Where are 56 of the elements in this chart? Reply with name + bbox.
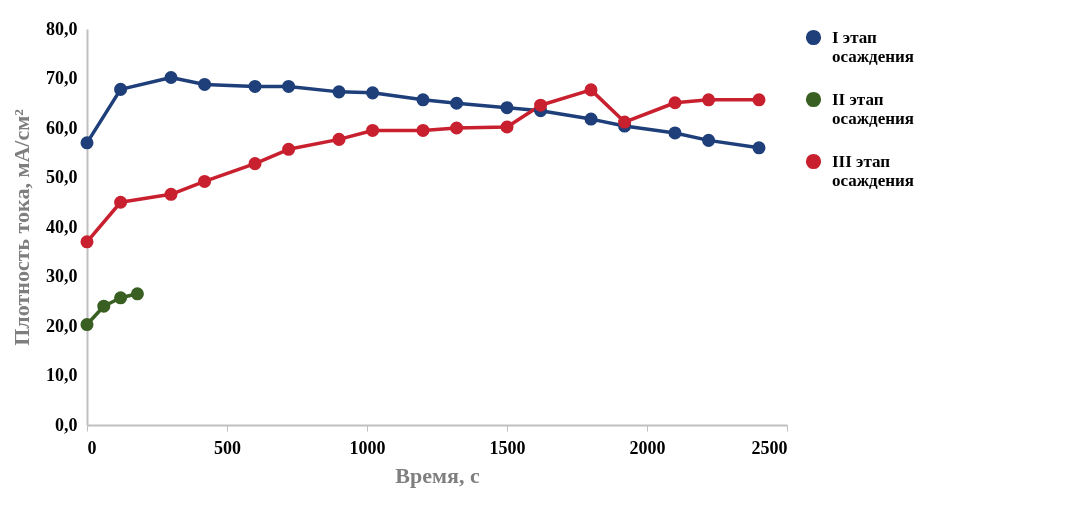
point [282,79,296,93]
point [702,133,716,147]
x-axis-title: Время, с [395,462,480,488]
y-tick-label: 20,0 [46,315,78,336]
point [332,132,346,146]
y-tick-label: 0,0 [55,414,78,435]
point [584,112,598,126]
point [534,98,548,112]
point [332,85,346,99]
point [450,96,464,110]
y-tick-label: 80,0 [46,18,78,39]
point [80,136,94,150]
point [752,141,766,155]
y-tick-label: 70,0 [46,68,78,88]
point [97,299,111,313]
x-tick-label: 2500 [751,437,788,458]
y-tick-label: 30,0 [46,266,78,286]
point [164,71,178,85]
point [668,96,682,110]
point [198,174,212,188]
point [618,115,632,129]
point [416,93,430,107]
legend-label: II этап осаждения [832,89,915,128]
point [130,287,144,301]
legend-label: I этап осаждения [832,27,915,66]
point [164,187,178,201]
point [366,123,380,137]
x-tick-label: 1500 [489,437,526,458]
legend-label: III этап осаждения [832,151,915,190]
point [80,318,94,332]
y-tick-label: 40,0 [46,216,78,237]
point [366,86,380,100]
y-tick-label: 10,0 [46,365,78,385]
y-tick-label: 60,0 [46,117,78,138]
y-axis-title: Плотность тока, мА/см² [9,108,34,346]
point [248,157,262,171]
point [282,142,296,156]
point [450,121,464,135]
point [248,79,262,93]
point [702,93,716,107]
point [114,291,128,305]
point [198,77,212,91]
point [752,93,766,107]
x-tick-label: 1000 [349,437,386,458]
point [584,83,598,97]
point [114,82,128,96]
point [416,123,430,137]
point [668,126,682,140]
point [80,235,94,249]
x-tick-label: 500 [214,437,241,458]
point [114,195,128,209]
point [500,101,514,115]
point [500,120,514,134]
y-tick-label: 50,0 [46,167,78,187]
x-tick-label: 2000 [629,437,666,458]
x-tick-label: 0 [87,437,97,458]
